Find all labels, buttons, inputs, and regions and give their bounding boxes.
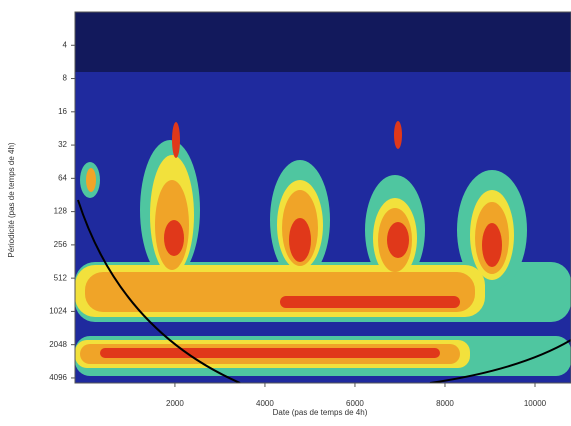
plot-frame xyxy=(74,11,571,384)
y-tick-label: 16 xyxy=(58,107,67,116)
y-tick-label: 2048 xyxy=(49,340,67,349)
y-tick-label: 512 xyxy=(54,273,68,282)
y-tick-label: 32 xyxy=(58,140,67,149)
x-tick-label: 4000 xyxy=(256,399,274,408)
y-tick-label: 1024 xyxy=(49,307,67,316)
cone-of-influence xyxy=(77,199,241,383)
x-axis-label: Date (pas de temps de 4h) xyxy=(273,408,368,417)
y-tick-label: 4 xyxy=(63,40,68,49)
y-tick-label: 4096 xyxy=(49,373,67,382)
y-tick-label: 64 xyxy=(58,173,67,182)
x-tick-label: 6000 xyxy=(346,399,364,408)
coherence-max xyxy=(100,121,502,358)
heatmap-dark-band xyxy=(75,12,571,72)
y-tick-label: 128 xyxy=(54,207,68,216)
y-axis-label: Périodicité (pas de temps de 4h) xyxy=(7,142,16,258)
x-tick-label: 2000 xyxy=(166,399,184,408)
heatmap xyxy=(75,12,571,383)
x-tick-label: 8000 xyxy=(436,399,454,408)
y-tick-label: 256 xyxy=(54,240,68,249)
cone-of-influence xyxy=(429,339,571,383)
y-tick-label: 8 xyxy=(63,74,68,83)
x-tick-label: 10000 xyxy=(524,399,547,408)
